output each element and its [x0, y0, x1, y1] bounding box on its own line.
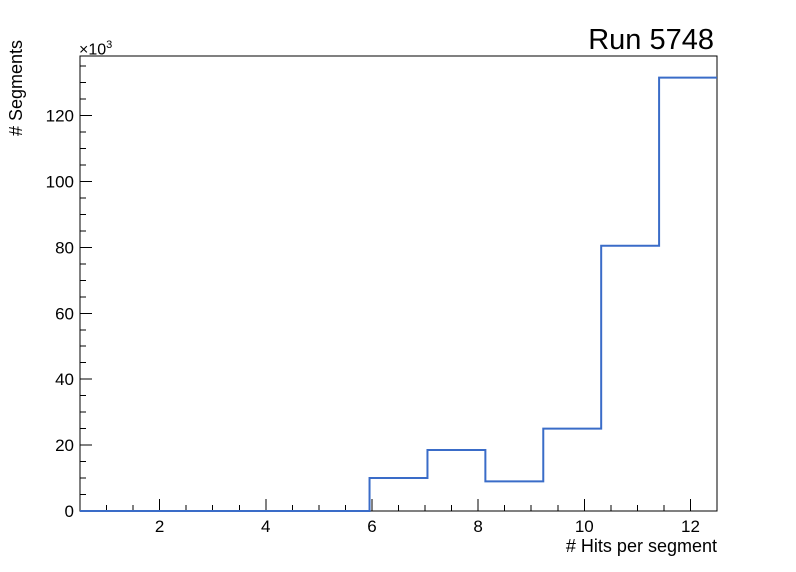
y-multiplier-exponent: 3 [106, 39, 113, 51]
y-tick-label: 40 [55, 370, 74, 389]
y-tick-label: 20 [55, 436, 74, 455]
y-multiplier-base: ×10 [79, 41, 107, 59]
x-tick-label: 6 [367, 517, 376, 536]
histogram-line [80, 76, 717, 512]
x-tick-label: 8 [473, 517, 482, 536]
plot-frame [79, 55, 718, 512]
y-axis-title: # Segments [6, 39, 26, 136]
x-tick-label: 12 [681, 517, 700, 536]
x-tick-label: 4 [261, 517, 270, 536]
y-tick-label: 0 [65, 502, 74, 521]
y-axis-multiplier: ×103 [79, 40, 112, 58]
chart-title: Run 5748 [588, 24, 714, 56]
y-tick-label: 80 [55, 238, 74, 257]
y-tick-label: 60 [55, 304, 74, 323]
y-tick-label: 120 [46, 107, 74, 126]
x-tick-label: 2 [155, 517, 164, 536]
y-tick-label: 100 [46, 172, 74, 191]
x-tick-label: 10 [575, 517, 594, 536]
x-axis-title: # Hits per segment [565, 536, 717, 556]
